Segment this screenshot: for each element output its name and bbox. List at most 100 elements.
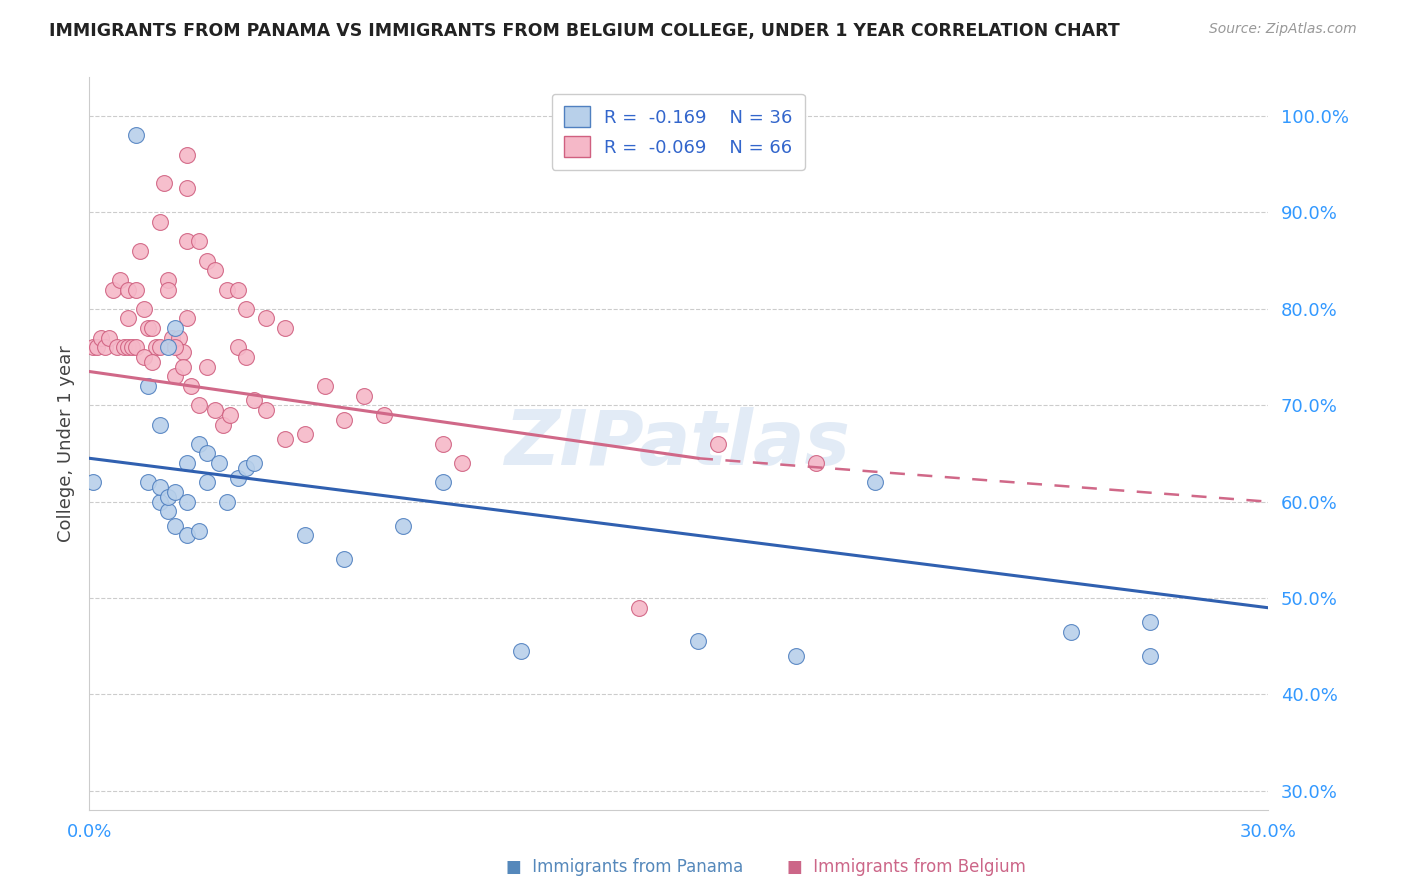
Point	[94, 340, 117, 354]
Point	[136, 475, 159, 490]
Point	[141, 321, 163, 335]
Point	[294, 427, 316, 442]
Point	[195, 475, 218, 490]
Point	[125, 340, 148, 354]
Point	[149, 494, 172, 508]
Point	[156, 490, 179, 504]
Point	[208, 456, 231, 470]
Point	[228, 283, 250, 297]
Point	[156, 273, 179, 287]
Text: ■  Immigrants from Belgium: ■ Immigrants from Belgium	[787, 858, 1026, 876]
Point	[176, 494, 198, 508]
Point	[176, 147, 198, 161]
Point	[121, 340, 143, 354]
Point	[1139, 615, 1161, 629]
Point	[243, 393, 266, 408]
Point	[105, 340, 128, 354]
Point	[204, 403, 226, 417]
Text: ■  Immigrants from Panama: ■ Immigrants from Panama	[506, 858, 744, 876]
Point	[136, 379, 159, 393]
Point	[156, 504, 179, 518]
Point	[195, 359, 218, 374]
Point	[215, 494, 238, 508]
Point	[219, 408, 242, 422]
Point	[188, 235, 211, 249]
Point	[274, 432, 297, 446]
Point	[333, 412, 356, 426]
Point	[165, 369, 187, 384]
Point	[353, 388, 375, 402]
Point	[172, 345, 194, 359]
Point	[117, 283, 139, 297]
Point	[129, 244, 152, 258]
Point	[165, 340, 187, 354]
Point	[432, 475, 454, 490]
Point	[188, 437, 211, 451]
Point	[785, 648, 807, 663]
Point	[392, 518, 415, 533]
Point	[112, 340, 135, 354]
Text: Source: ZipAtlas.com: Source: ZipAtlas.com	[1209, 22, 1357, 37]
Point	[373, 408, 395, 422]
Point	[149, 480, 172, 494]
Point	[188, 398, 211, 412]
Point	[254, 403, 277, 417]
Point	[706, 437, 728, 451]
Point	[228, 470, 250, 484]
Point	[136, 321, 159, 335]
Legend: R =  -0.169    N = 36, R =  -0.069    N = 66: R = -0.169 N = 36, R = -0.069 N = 66	[551, 94, 806, 169]
Text: IMMIGRANTS FROM PANAMA VS IMMIGRANTS FROM BELGIUM COLLEGE, UNDER 1 YEAR CORRELAT: IMMIGRANTS FROM PANAMA VS IMMIGRANTS FRO…	[49, 22, 1121, 40]
Point	[432, 437, 454, 451]
Point	[152, 177, 174, 191]
Point	[132, 350, 155, 364]
Point	[165, 485, 187, 500]
Point	[125, 283, 148, 297]
Point	[195, 253, 218, 268]
Point	[86, 340, 108, 354]
Point	[254, 311, 277, 326]
Point	[172, 359, 194, 374]
Point	[176, 456, 198, 470]
Point	[235, 461, 257, 475]
Point	[243, 456, 266, 470]
Point	[235, 301, 257, 316]
Point	[176, 181, 198, 195]
Point	[176, 311, 198, 326]
Point	[628, 600, 651, 615]
Point	[180, 379, 202, 393]
Point	[451, 456, 474, 470]
Text: ZIPatlas: ZIPatlas	[505, 407, 852, 481]
Point	[149, 215, 172, 229]
Point	[235, 350, 257, 364]
Point	[169, 331, 191, 345]
Point	[156, 340, 179, 354]
Point	[110, 273, 132, 287]
Point	[82, 340, 104, 354]
Point	[274, 321, 297, 335]
Point	[333, 552, 356, 566]
Point	[101, 283, 124, 297]
Point	[215, 283, 238, 297]
Point	[160, 331, 183, 345]
Point	[195, 446, 218, 460]
Point	[117, 311, 139, 326]
Point	[165, 518, 187, 533]
Point	[228, 340, 250, 354]
Point	[204, 263, 226, 277]
Point	[82, 475, 104, 490]
Point	[145, 340, 167, 354]
Point	[314, 379, 336, 393]
Point	[149, 417, 172, 432]
Point	[686, 634, 709, 648]
Point	[176, 528, 198, 542]
Point	[90, 331, 112, 345]
Point	[211, 417, 233, 432]
Point	[863, 475, 886, 490]
Point	[165, 321, 187, 335]
Point	[510, 644, 533, 658]
Point	[1060, 624, 1083, 639]
Y-axis label: College, Under 1 year: College, Under 1 year	[58, 345, 75, 542]
Point	[294, 528, 316, 542]
Point	[149, 340, 172, 354]
Point	[804, 456, 827, 470]
